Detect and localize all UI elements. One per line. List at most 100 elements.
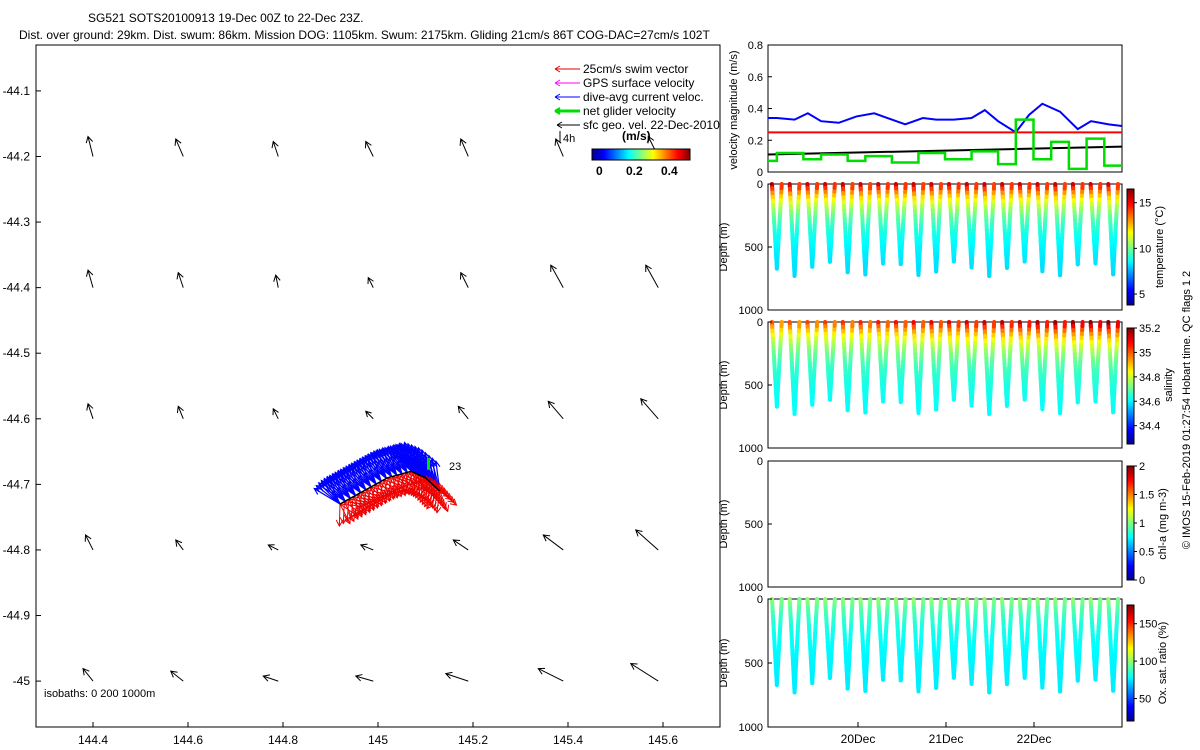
chlorophyll-ylabel: Depth (m)	[718, 500, 730, 549]
swim-vector-arrow	[339, 501, 348, 525]
salinity-axes	[767, 321, 1123, 449]
map-x-tick-label: 145.2	[458, 733, 488, 747]
date-tick-label: 20Dec	[841, 732, 876, 746]
temperature-ylabel: Depth (m)	[718, 223, 730, 272]
glider-track-line	[339, 470, 441, 505]
swim-vector-arrow	[412, 476, 425, 498]
swim-vector-arrow	[368, 484, 376, 508]
oxygen-colorbar	[1126, 604, 1135, 722]
depth-tick-label: 0	[757, 456, 763, 468]
map-x-tick-label: 145.6	[648, 733, 678, 747]
swim-vector-arrow	[415, 478, 427, 499]
temperature-colorbar-label: temperature (°C)	[1154, 206, 1166, 288]
salinity-panel: 0 500 1000 Depth (m) 35.2 35 34.8 34.6 34.4 sa…	[718, 317, 1175, 455]
legend-gps-velocity: GPS surface velocity	[554, 76, 694, 90]
geo-velocity-arrow	[547, 400, 564, 420]
swim-vector-arrow	[361, 491, 372, 514]
geo-velocity-arrow	[272, 407, 279, 420]
swim-vector-arrow	[376, 479, 385, 503]
depth-tick-label: 0	[757, 317, 763, 329]
swim-vector-arrow	[370, 486, 380, 509]
colorbar-tick-label: 34.8	[1139, 372, 1160, 384]
temperature-colorbar-ticks: 15 10 5	[1134, 198, 1151, 301]
map-y-tick-label: -44.6	[3, 412, 31, 426]
geo-velocity-arrow	[174, 138, 184, 157]
figure-subtitle: Dist. over ground: 29km. Dist. swum: 86k…	[19, 28, 710, 42]
geo-velocity-arrow	[537, 667, 564, 682]
geo-velocity-arrow	[444, 671, 469, 682]
oxygen-y-axis: 0 500 1000	[739, 594, 772, 734]
velocity-y-tick-label: 0.4	[748, 104, 763, 116]
salinity-dives	[770, 320, 1121, 416]
oxygen-axes	[767, 598, 1123, 728]
legend-swim-vector-arrowhead	[554, 65, 561, 73]
map-x-tick-label: 145.4	[553, 733, 583, 747]
legend-gps-velocity-arrowhead	[554, 79, 561, 87]
depth-tick-label: 0	[757, 594, 763, 606]
date-x-axis: 20Dec 21Dec 22Dec	[841, 722, 1051, 746]
colorbar-tick-label: 1.5	[1139, 490, 1154, 502]
geo-velocity-arrow	[273, 274, 281, 288]
salinity-colorbar-ticks: 35.2 35 34.8 34.6 34.4	[1134, 323, 1160, 433]
legend-swim-vector: 25cm/s swim vector	[554, 62, 688, 76]
oxygen-dives	[770, 597, 1121, 695]
map-y-tick-label: -44.5	[3, 346, 31, 360]
copyright-note: © IMOS 15-Feb-2019 01:27:54 Hobart time.…	[1181, 271, 1193, 549]
depth-tick-label: 1000	[739, 582, 763, 594]
swim-vector-arrow	[421, 485, 435, 506]
geo-velocity-arrow	[271, 140, 279, 157]
colorbar-tick-label: 5	[1139, 289, 1145, 301]
swim-vectors	[335, 471, 458, 528]
map-legend: 25cm/s swim vector GPS surface velocity …	[554, 62, 720, 178]
geo-velocity-arrow	[262, 674, 279, 682]
geo-velocity-arrow	[169, 670, 184, 682]
legend-dive-avg-arrowhead	[554, 93, 561, 101]
colorbar-tick-label: 50	[1139, 694, 1151, 706]
geo-velocity-arrow	[354, 674, 374, 682]
geo-velocity-arrow	[459, 271, 469, 288]
geo-velocity-arrow	[176, 271, 184, 288]
map-x-tick-label: 144.4	[78, 733, 108, 747]
velocity-ylabel: velocity magnitude (m/s)	[728, 50, 740, 169]
chlorophyll-colorbar-label: chl-a (mg m-3)	[1157, 488, 1169, 560]
salinity-y-axis: 0 500 1000	[739, 317, 772, 455]
oxygen-panel: 0 500 1000 Depth (m) 150 100 50 Ox. sat. rat…	[718, 594, 1169, 746]
figure-title: SG521 SOTS20100913 19-Dec 00Z to 22-Dec …	[88, 11, 364, 25]
swim-vector-arrow	[439, 490, 458, 506]
chlorophyll-colorbar	[1126, 465, 1135, 581]
colorbar-tick-label: 34.4	[1139, 421, 1160, 433]
oxygen-colorbar-ticks: 150 100 50	[1134, 619, 1157, 706]
velocity-series-3	[768, 118, 1122, 171]
map-y-tick-label: -44.2	[3, 149, 31, 163]
map-x-tick-label: 145	[368, 733, 388, 747]
colorbar-tick-label: 15	[1139, 198, 1151, 210]
swim-vector-arrow	[335, 504, 344, 528]
chlorophyll-y-axis: 0 500 1000	[739, 456, 772, 594]
swim-vector-arrow	[419, 483, 433, 504]
colorbar-tick-2: 0.4	[661, 164, 678, 178]
geo-velocity-arrow	[634, 529, 659, 551]
velocity-y-tick-label: 0.2	[748, 135, 763, 147]
velocity-series	[767, 102, 1123, 171]
swim-vector-arrow	[364, 486, 372, 510]
date-tick-label: 21Dec	[929, 732, 964, 746]
velocity-y-tick-label: 0.8	[748, 40, 763, 52]
geo-velocity-arrow	[82, 667, 94, 682]
map-x-axis: 144.4 144.6 144.8 145 145.2 145.4 145.6	[78, 722, 678, 747]
geo-velocity-arrow	[85, 269, 94, 288]
temperature-dives	[770, 182, 1121, 278]
oxygen-colorbar-label: Ox. sat. ratio (%)	[1157, 622, 1169, 705]
legend-swim-vector-label: 25cm/s swim vector	[583, 62, 688, 76]
temperature-colorbar	[1126, 188, 1135, 306]
swim-vector-arrow	[351, 494, 360, 518]
swim-vector-arrow	[360, 489, 368, 513]
swim-vector-arrow	[423, 488, 438, 508]
velocity-panel: 0 0.2 0.4 0.6 0.8 velocity magnitude (m/s)	[728, 40, 1123, 179]
colorbar-tick-label: 2	[1139, 461, 1145, 473]
legend-gps-velocity-label: GPS surface velocity	[583, 76, 694, 90]
depth-tick-label: 500	[745, 380, 763, 392]
geo-velocity-arrow	[367, 276, 374, 288]
colorbar-tick-label: 35.2	[1139, 323, 1160, 335]
geo-velocity-arrow	[629, 663, 659, 682]
geo-velocity-arrow	[86, 402, 94, 419]
